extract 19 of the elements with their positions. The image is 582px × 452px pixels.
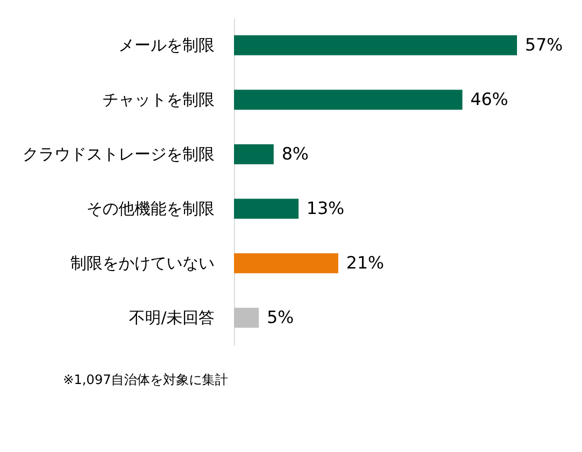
y-tick-label: 不明/未回答 bbox=[129, 308, 214, 327]
data-label: 8% bbox=[282, 144, 309, 164]
bar bbox=[234, 198, 299, 219]
data-label: 46% bbox=[470, 90, 508, 110]
bar bbox=[234, 308, 259, 328]
data-label: 5% bbox=[266, 308, 294, 328]
data-label: 57% bbox=[525, 35, 563, 56]
data-label: 21% bbox=[346, 253, 384, 274]
text: ※1,097自治体を対象に集計 bbox=[63, 372, 228, 388]
y-tick-label: クラウドストレージを制限 bbox=[22, 144, 214, 164]
bar bbox=[234, 35, 517, 56]
bar bbox=[234, 253, 338, 274]
y-tick-label: 制限をかけていない bbox=[70, 253, 214, 272]
bar bbox=[234, 144, 274, 164]
y-tick-label: チャットを制限 bbox=[102, 90, 214, 109]
data-label: 13% bbox=[306, 198, 344, 219]
bar bbox=[234, 90, 462, 110]
y-tick-label: メールを制限 bbox=[118, 35, 214, 54]
y-tick-label: その他機能を制限 bbox=[86, 198, 214, 218]
